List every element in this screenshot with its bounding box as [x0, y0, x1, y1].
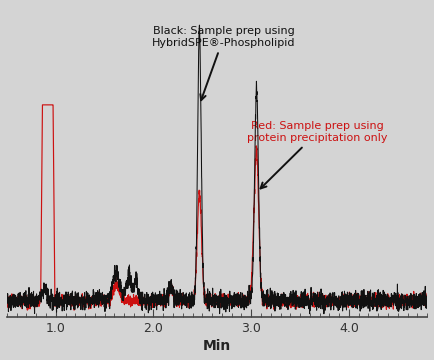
- Text: Red: Sample prep using
protein precipitation only: Red: Sample prep using protein precipita…: [247, 121, 388, 188]
- Text: Black: Sample prep using
HybridSPE®-Phospholipid: Black: Sample prep using HybridSPE®-Phos…: [152, 26, 296, 100]
- X-axis label: Min: Min: [203, 339, 231, 353]
